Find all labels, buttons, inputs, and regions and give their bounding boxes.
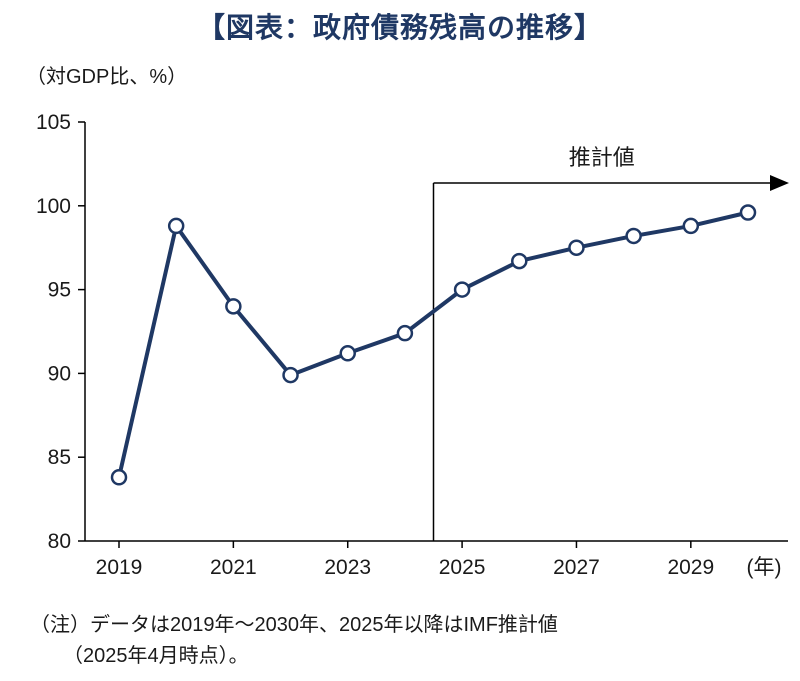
data-point-2023 [339, 345, 356, 362]
data-point-2021 [225, 298, 242, 315]
x-tick-label: 2029 [667, 556, 714, 579]
data-point-2027 [568, 239, 585, 256]
data-point-2025 [453, 281, 471, 298]
x-tick-label: 2019 [96, 556, 143, 579]
estimate-arrow-head [770, 175, 789, 191]
x-tick-label: 2025 [439, 556, 486, 579]
y-tick-label: 85 [48, 446, 71, 469]
note-line-2: （2025年4月時点）。 [63, 645, 249, 667]
y-axis-unit-label: （対GDP比、%） [26, 66, 188, 88]
debt-ratio-line [117, 210, 750, 480]
data-points [110, 204, 757, 486]
y-tick-label: 95 [48, 279, 71, 302]
data-point-2022 [282, 366, 299, 384]
data-point-2029 [682, 217, 700, 235]
line-chart: 80 85 90 95 100 105 2019 2021 2023 2025 2027 2029 (年… [36, 111, 789, 579]
page-title: 【図表：政府債務残高の推移】 [196, 12, 603, 43]
data-point-2024 [396, 324, 414, 342]
data-point-2028 [625, 227, 642, 245]
x-axis-unit-label: (年) [747, 556, 782, 579]
y-tick-label: 90 [48, 362, 71, 385]
note-line-1: （注）データは2019年～2030年、2025年以降はIMF推計値 [30, 614, 558, 636]
x-tick-label: 2027 [553, 556, 600, 579]
data-point-2026 [511, 252, 528, 270]
data-point-2020 [167, 217, 185, 235]
data-point-2030 [739, 204, 757, 221]
x-tick-label: 2021 [210, 556, 257, 579]
y-tick-label: 105 [36, 111, 71, 134]
estimate-annotation-label: 推計値 [569, 145, 635, 170]
y-tick-label: 80 [48, 530, 71, 553]
y-tick-label: 100 [36, 195, 71, 218]
data-point-2019 [110, 469, 128, 486]
axes [78, 121, 788, 548]
x-tick-label: 2023 [324, 556, 371, 579]
source-note: （注）データは2019年～2030年、2025年以降はIMF推計値 （2025年… [30, 610, 558, 672]
axis-labels: 80 85 90 95 100 105 2019 2021 2023 2025 2027 2029 (年… [36, 111, 782, 579]
